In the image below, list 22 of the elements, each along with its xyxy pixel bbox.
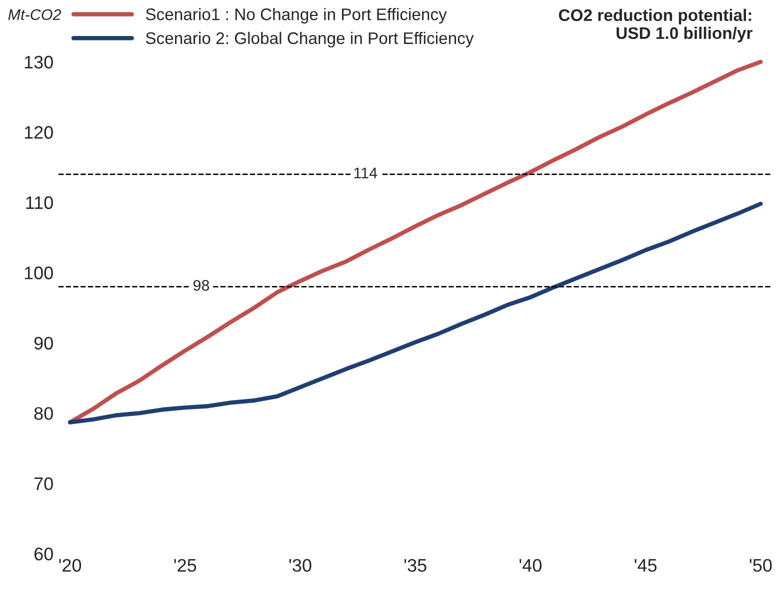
y-tick-label: 130 — [24, 56, 53, 69]
x-tick-label: '45 — [634, 559, 657, 572]
x-tick-label: '30 — [289, 559, 312, 572]
y-tick-label: 60 — [34, 548, 53, 560]
y-axis-title: Mt-CO2 — [8, 9, 62, 20]
legend-label: Scenario 2: Global Change in Port Efficiency — [146, 32, 474, 48]
ref-line-label: 98 — [193, 280, 210, 291]
y-tick-label: 120 — [24, 126, 53, 139]
y-tick-label: 100 — [24, 266, 53, 280]
y-tick-label: 80 — [34, 407, 53, 420]
ref-line-label: 114 — [354, 168, 378, 178]
legend-label: Scenario1 : No Change in Port Efficiency — [146, 8, 447, 24]
text: CO2 reduction potential: USD 1.0 billion/yr — [558, 8, 752, 42]
y-tick-label: 110 — [26, 196, 53, 210]
y-tick-label: 70 — [34, 477, 53, 490]
x-tick-label: '25 — [174, 559, 196, 572]
x-tick-label: '20 — [59, 559, 82, 572]
line-series — [68, 202, 763, 424]
x-tick-label: '35 — [404, 559, 426, 572]
y-tick-label: 90 — [34, 336, 53, 350]
x-tick-label: '40 — [520, 559, 542, 572]
x-tick-label: '50 — [750, 559, 772, 572]
